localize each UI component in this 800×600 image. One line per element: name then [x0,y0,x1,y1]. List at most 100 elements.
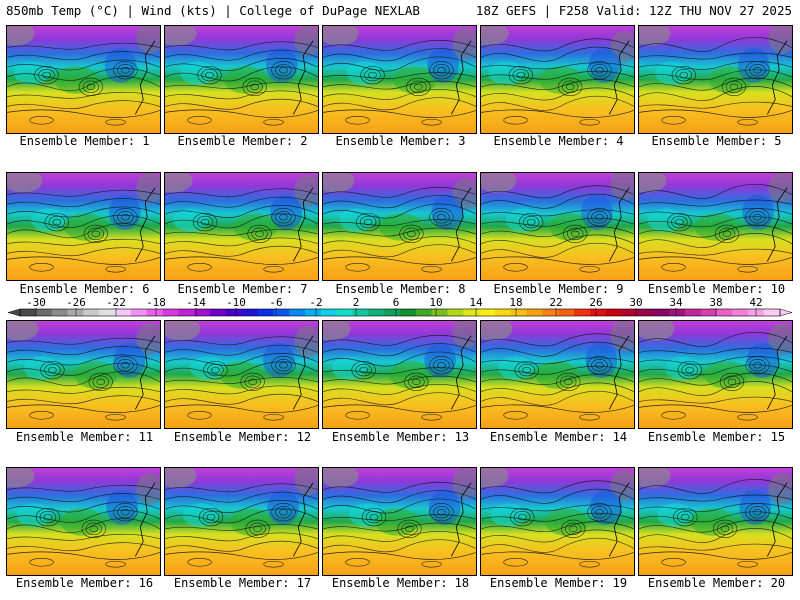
ensemble-member-label: Ensemble Member: 12 [173,430,312,444]
colorbar-swatch [590,309,607,316]
colorbar-tick-label: -14 [186,296,206,309]
colorbar-swatch [732,309,749,316]
ensemble-member-label: Ensemble Member: 3 [335,134,466,148]
colorbar-swatch [162,309,179,316]
ensemble-member-map [164,467,319,576]
colorbar-tick-label: 10 [429,296,442,309]
colorbar-swatch [447,309,464,316]
colorbar-swatch [605,309,622,316]
colorbar-swatch [83,309,100,316]
colorbar-swatch [99,309,116,316]
ensemble-member-map [322,467,477,576]
colorbar-swatch [257,309,274,316]
ensemble-member-label: Ensemble Member: 19 [489,576,628,590]
colorbar-swatch [574,309,591,316]
ensemble-member-label: Ensemble Member: 2 [177,134,308,148]
ensemble-member-label: Ensemble Member: 17 [173,576,312,590]
ensemble-member-map [6,320,161,429]
colorbar-swatch [621,309,638,316]
colorbar-swatch [653,309,670,316]
colorbar-swatch [415,309,432,316]
ensemble-member-label: Ensemble Member: 10 [647,282,786,296]
ensemble-member-map [164,25,319,134]
colorbar-tick-label: -30 [26,296,46,309]
ensemble-member-map [638,320,793,429]
colorbar-tick-label: -10 [226,296,246,309]
ensemble-member-label: Ensemble Member: 11 [15,430,154,444]
colorbar-swatch [146,309,163,316]
colorbar-tick-label: -18 [146,296,166,309]
colorbar-swatch [510,309,527,316]
colorbar-swatch [400,309,417,316]
colorbar-swatch [194,309,211,316]
colorbar-swatch [305,309,322,316]
colorbar-tick-label: -22 [106,296,126,309]
ensemble-member-label: Ensemble Member: 16 [15,576,154,590]
colorbar-swatch [51,309,68,316]
map-title: 850mb Temp (°C) | Wind (kts) | College o… [6,3,420,18]
colorbar-swatch [542,309,559,316]
colorbar-swatch [669,309,686,316]
ensemble-member-map [322,25,477,134]
colorbar-swatch [384,309,401,316]
ensemble-member-map [322,172,477,281]
colorbar-swatch [20,309,37,316]
colorbar-swatch [336,309,353,316]
colorbar-swatch [210,309,227,316]
colorbar-tick-label: 6 [393,296,400,309]
colorbar-swatch [273,309,290,316]
colorbar-swatch [748,309,765,316]
ensemble-member-label: Ensemble Member: 4 [493,134,624,148]
ensemble-member-map [480,25,635,134]
colorbar-tick-label: 2 [353,296,360,309]
colorbar-swatch [716,309,733,316]
ensemble-member-label: Ensemble Member: 7 [177,282,308,296]
ensemble-member-map [322,320,477,429]
colorbar-swatch [178,309,195,316]
ensemble-member-label: Ensemble Member: 13 [331,430,470,444]
colorbar-swatch [431,309,448,316]
colorbar-swatch [35,309,52,316]
ensemble-member-label: Ensemble Member: 9 [493,282,624,296]
ensemble-member-map [164,172,319,281]
colorbar-tick-label: -6 [269,296,282,309]
colorbar-tick-label: 26 [589,296,602,309]
colorbar-tick-label: -2 [309,296,322,309]
colorbar-tick-label: 34 [669,296,683,309]
ensemble-member-map [6,467,161,576]
ensemble-member-label: Ensemble Member: 6 [19,282,150,296]
ensemble-member-map [6,172,161,281]
ensemble-member-map [164,320,319,429]
valid-time: 18Z GEFS | F258 Valid: 12Z THU NOV 27 20… [475,3,792,18]
ensemble-member-map [6,25,161,134]
ensemble-member-map [638,172,793,281]
colorbar-swatch [352,309,369,316]
colorbar-min-arrow [7,308,21,317]
ensemble-member-map [480,320,635,429]
colorbar-swatch [320,309,337,316]
colorbar-swatch [67,309,84,316]
colorbar-swatch [495,309,512,316]
colorbar-swatch [241,309,258,316]
colorbar-swatch [479,309,496,316]
colorbar-tick-label: 30 [629,296,642,309]
ensemble-member-map [480,467,635,576]
ensemble-member-label: Ensemble Member: 1 [19,134,150,148]
colorbar-swatch [463,309,480,316]
temperature-colorbar: -30 -26 -22 -18 -14 -10 -6 -2 2 6 10 14 18 22 26 30 34 38… [6,296,794,320]
colorbar-tick-label: -26 [66,296,86,309]
colorbar-tick-label: 18 [509,296,522,309]
colorbar-swatch [685,309,702,316]
colorbar-swatch [115,309,132,316]
colorbar-swatch [764,309,781,316]
ensemble-member-map [638,25,793,134]
ensemble-member-label: Ensemble Member: 20 [647,576,786,590]
colorbar-swatch [700,309,717,316]
colorbar-tick-label: 42 [749,296,762,309]
ensemble-member-label: Ensemble Member: 18 [331,576,470,590]
colorbar-swatch [130,309,147,316]
colorbar-swatch [289,309,306,316]
colorbar-swatch [558,309,575,316]
ensemble-member-label: Ensemble Member: 8 [335,282,466,296]
colorbar-max-arrow [779,308,793,317]
